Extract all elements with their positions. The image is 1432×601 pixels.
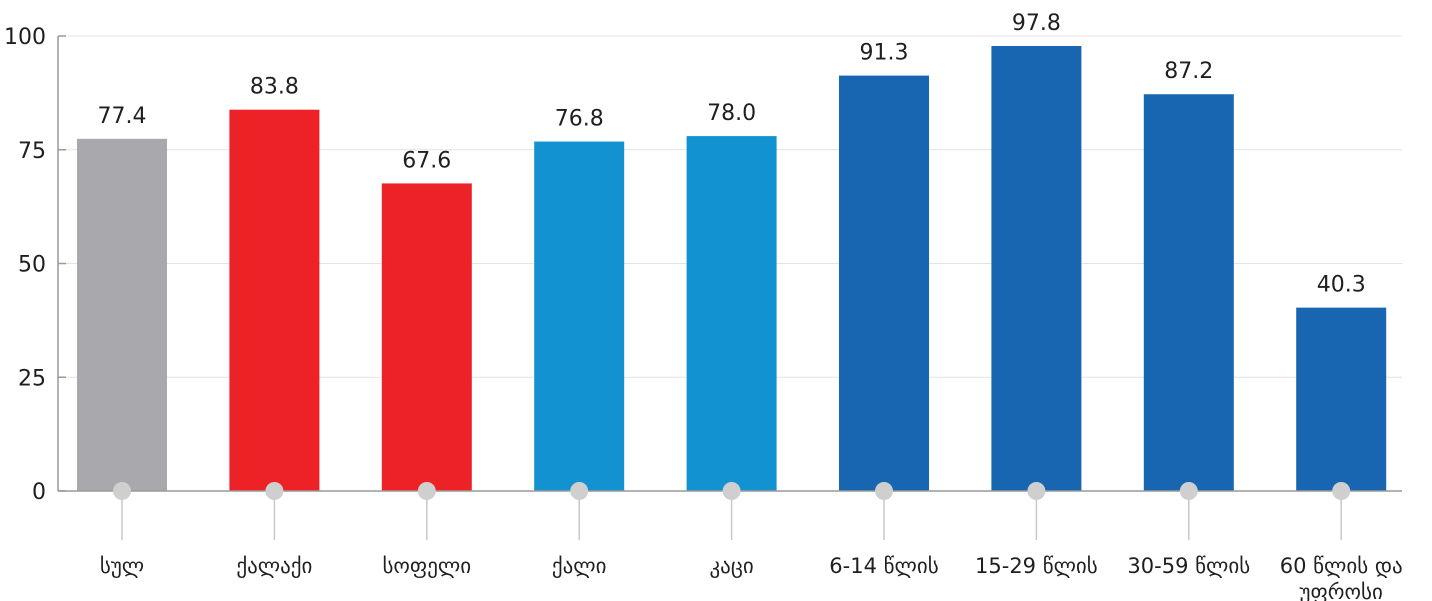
category-labels: სულ ქალაქი სოფელი ქალი კაცი 6-14 წლის 15-29 წლ…	[100, 554, 1403, 601]
bar	[381, 183, 472, 492]
marker-dot	[1332, 482, 1351, 500]
marker-dot	[265, 482, 284, 500]
x-tick-label: სულ	[100, 554, 144, 578]
bars	[77, 46, 1387, 492]
data-label: 67.6	[402, 148, 451, 173]
data-label: 77.4	[98, 104, 147, 129]
bar	[991, 46, 1082, 491]
bar	[1143, 94, 1234, 492]
data-label: 91.3	[860, 41, 909, 66]
y-tick-label: 25	[18, 366, 46, 391]
marker-dot	[1179, 482, 1198, 500]
data-label: 78.0	[707, 101, 756, 126]
marker-dot	[875, 482, 893, 500]
marker-dot	[113, 482, 131, 500]
y-tick-label: 75	[18, 139, 46, 164]
bar	[839, 75, 929, 492]
marker-dot	[570, 482, 589, 500]
bar	[229, 109, 320, 492]
x-tick-label: 6-14 წლის	[829, 554, 938, 578]
x-tick-label: ქალი	[552, 554, 607, 578]
value-labels: 77.4 83.8 67.6 76.8 78.0 91.3 97.8 87.2 40.3	[98, 11, 1366, 298]
y-tick-label: 100	[4, 25, 46, 50]
category-markers	[113, 482, 1351, 540]
x-tick-label: 15-29 წლის	[975, 554, 1098, 578]
x-tick-label: 30-59 წლის	[1127, 554, 1250, 578]
marker-dot	[1027, 482, 1046, 500]
data-label: 87.2	[1164, 59, 1213, 84]
marker-dot	[722, 482, 741, 500]
x-tick-label: კაცი	[709, 554, 753, 578]
data-label: 76.8	[555, 107, 604, 132]
bar	[686, 136, 777, 491]
x-tick-label: 60 წლის და	[1280, 554, 1403, 578]
x-tick-label: უფროსი	[1300, 580, 1383, 601]
y-tick-label: 50	[18, 253, 46, 278]
y-axis-ticks: 0 25 50 75 100	[4, 25, 66, 505]
x-tick-label: სოფელი	[382, 554, 471, 578]
bar	[77, 138, 167, 491]
data-label: 83.8	[250, 75, 299, 100]
bar	[534, 141, 625, 491]
data-label: 40.3	[1317, 273, 1366, 298]
x-tick-label: ქალაქი	[236, 554, 312, 578]
marker-dot	[417, 482, 436, 500]
data-label: 97.8	[1012, 11, 1061, 36]
y-tick-label: 0	[32, 480, 46, 505]
bar	[1296, 307, 1387, 491]
